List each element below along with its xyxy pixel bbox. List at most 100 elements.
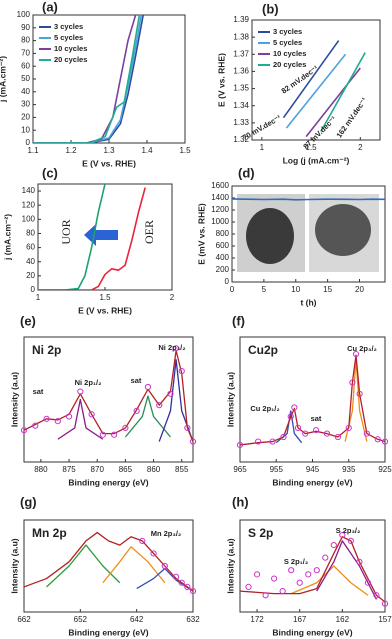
data-point [288,567,295,574]
data-point [139,537,146,545]
data-point [77,388,84,395]
data-point [189,438,197,445]
x-tick-label: 965 [233,465,247,474]
y-tick-label: 1.39 [233,15,249,24]
x-tick-label: 1.5 [99,293,111,302]
plot-area [24,531,193,592]
tem-insets [237,194,379,272]
data-point [173,573,180,580]
y-axis-label: Intensity (a.u) [9,538,19,593]
x-tick-label: 860 [147,465,161,474]
panel-label: (e) [20,313,36,328]
annotation: sat [131,376,142,385]
data-point [381,600,389,607]
x-tick-label: 1 [260,143,265,152]
legend-label: 20 cycles [273,60,306,69]
data-point [356,558,363,565]
y-axis-label: E (V vs. RHE) [216,53,226,107]
data-point [54,417,61,425]
y-tick-label: 30 [21,100,30,109]
data-line [102,546,166,584]
y-tick-label: 0 [26,138,31,147]
plot-frame [23,519,194,613]
legend-label: 5 cycles [54,33,83,42]
data-line [33,15,143,143]
data-line [57,398,104,440]
y-tick-label: 1.32 [233,135,249,144]
plot-area [38,184,146,290]
data-point [189,587,197,595]
data-point [339,531,346,539]
y-tick-label: 400 [216,253,230,262]
data-point [374,436,381,443]
data-line [24,531,193,592]
data-point [302,430,309,437]
x-tick-label: 855 [175,465,189,474]
x-tick-label: 1 [36,293,41,302]
y-tick-label: 1.33 [233,118,249,127]
y-tick-label: 0 [225,277,230,286]
x-axis-label: Binding energy (eV) [68,477,148,487]
panel-title: Mn 2p [32,526,67,540]
data-point [271,575,278,582]
panel-label: (f) [232,313,245,328]
x-tick-label: 642 [130,615,144,624]
x-tick-label: 157 [378,615,392,624]
x-tick-label: 162 [336,615,350,624]
data-point [99,431,106,438]
data-point [287,413,294,420]
y-tick-label: 120 [22,200,36,209]
data-point [373,592,380,599]
panel-label: (c) [42,165,58,180]
y-axis-label: j (mA.cm⁻²) [2,214,12,261]
y-axis-label: Intensity (a.u) [225,372,235,427]
data-point [43,415,50,422]
data-point [111,431,118,438]
y-tick-label: 1.35 [233,84,249,93]
data-point [65,413,73,420]
data-point [184,424,191,432]
data-point [347,537,354,545]
data-point [245,583,252,591]
data-point [291,404,298,411]
panel-label: (b) [262,1,279,16]
x-tick-label: 20 [355,285,364,294]
data-point [323,430,331,437]
annotation: Cu 2p₃/₂ [347,344,377,353]
data-point [20,427,28,434]
x-axis-label: Log (j (mA.cm⁻²) [283,155,350,165]
data-point [352,350,360,358]
tem-particle [246,208,294,264]
annotation: OER [142,220,156,244]
x-tick-label: 945 [306,465,320,474]
y-tick-label: 1400 [211,193,229,202]
data-point [356,390,363,397]
data-point [236,441,244,449]
annotation: S 2p₃/₂ [336,526,361,535]
data-line [46,544,121,588]
x-tick-label: 2 [170,293,175,302]
data-point [32,422,39,429]
legend-label: 3 cycles [54,22,83,31]
data-point [150,550,157,557]
data-point [122,424,129,432]
plot-area [240,354,385,446]
x-tick-label: 865 [119,465,133,474]
legend-label: 10 cycles [54,44,87,53]
data-point [173,345,180,352]
y-tick-label: 90 [21,23,30,32]
data-point [156,402,163,409]
data-line [240,354,385,446]
y-tick-label: 70 [21,49,30,58]
y-tick-label: 50 [21,74,30,83]
panel-title: Cu2p [248,343,278,357]
x-tick-label: 1.5 [306,143,318,152]
legend-label: 10 cycles [273,49,306,58]
tem-particle [315,204,371,256]
y-tick-label: 60 [26,243,35,252]
data-point [296,579,303,586]
x-tick-label: 1.1 [27,146,39,155]
data-point [363,430,370,437]
x-axis-label: t (h) [300,297,316,307]
panel-title: S 2p [248,526,273,540]
